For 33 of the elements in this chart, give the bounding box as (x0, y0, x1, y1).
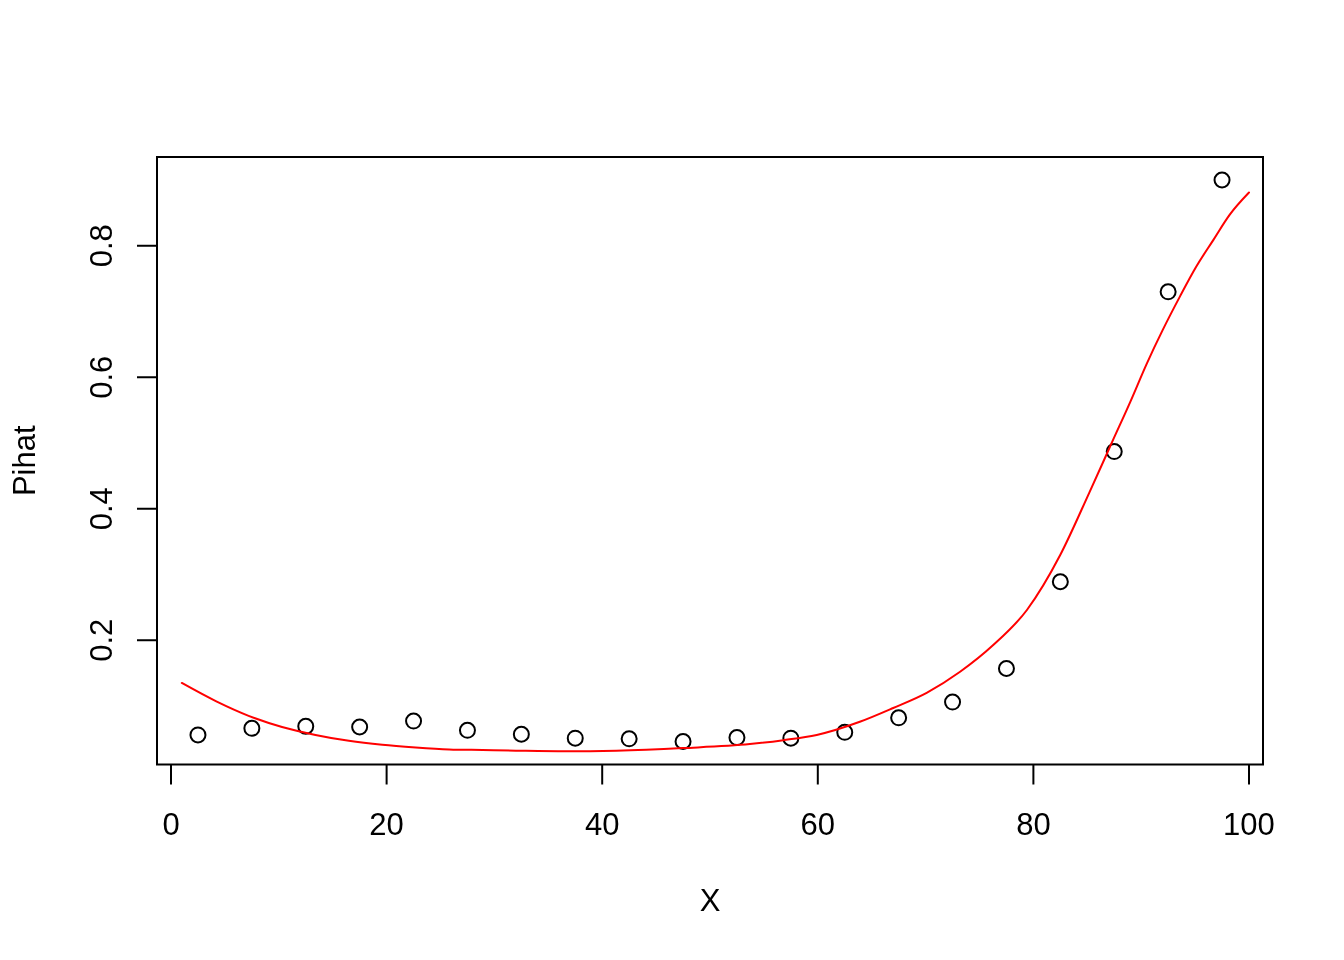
line-series (180, 191, 1250, 753)
y-axis-title: Pihat (7, 425, 42, 497)
point (728, 729, 746, 747)
point (458, 721, 476, 739)
point (243, 719, 261, 737)
point (1051, 573, 1069, 591)
y-tick-label: 0.8 (84, 224, 119, 268)
y-tick-label: 0.2 (84, 618, 119, 662)
point (997, 660, 1015, 678)
point (620, 730, 638, 748)
x-tick-label: 20 (369, 807, 404, 842)
x-tick-label: 0 (162, 807, 180, 842)
x-tick-label: 60 (800, 807, 836, 842)
x-tick-label: 100 (1223, 807, 1275, 842)
point (189, 726, 207, 744)
point (782, 729, 800, 747)
point (1105, 443, 1123, 461)
point (512, 725, 530, 743)
point (836, 723, 854, 741)
point (1213, 171, 1231, 189)
x-tick-label: 80 (1016, 807, 1051, 842)
point (351, 718, 369, 736)
point (297, 717, 315, 735)
point (890, 709, 908, 727)
point (566, 729, 584, 747)
point (944, 693, 962, 711)
point (674, 732, 692, 750)
x-tick-label: 40 (584, 807, 620, 842)
y-tick-label: 0.6 (84, 355, 119, 399)
point (1159, 283, 1177, 301)
x-axis-title: X (699, 883, 721, 918)
y-tick-label: 0.4 (84, 487, 119, 531)
point (405, 712, 423, 730)
